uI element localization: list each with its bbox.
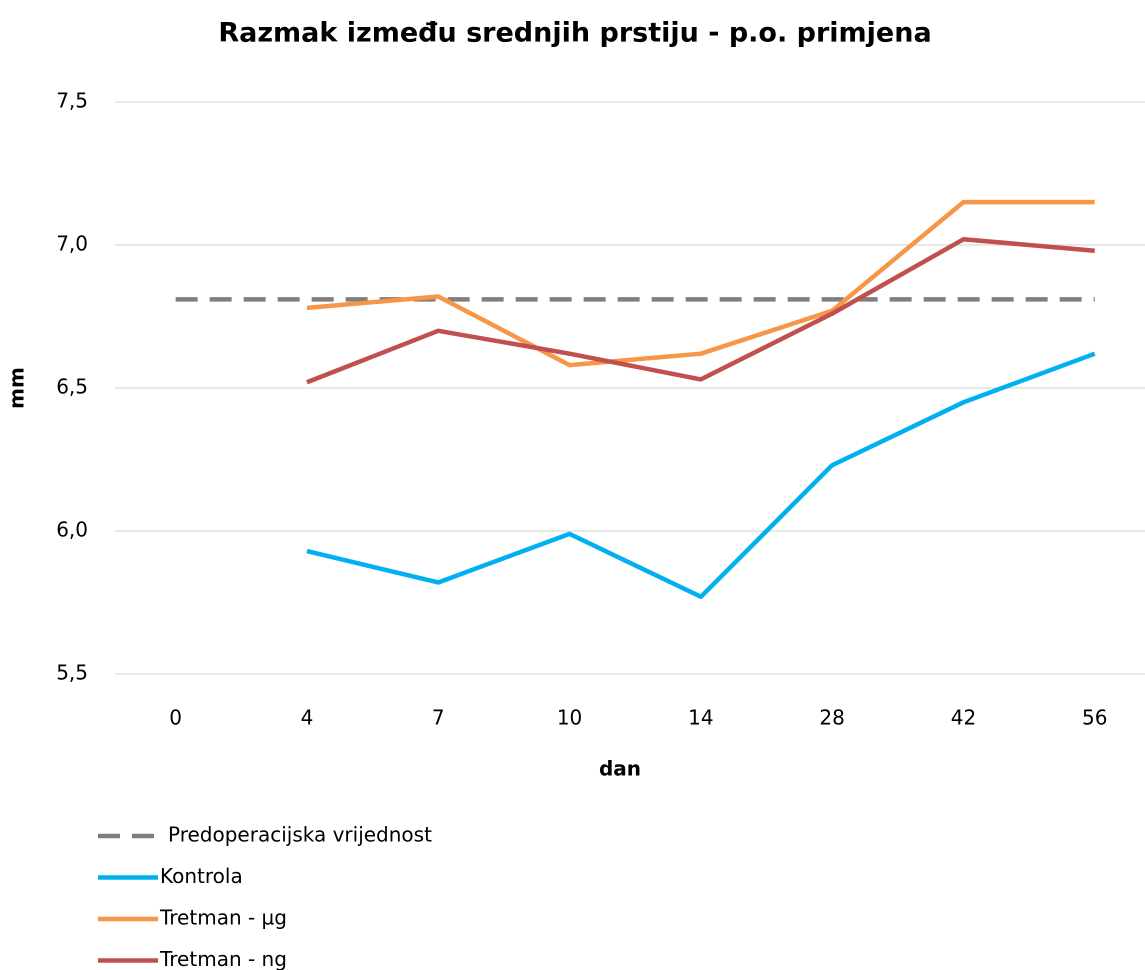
legend-label: Predoperacijska vrijednost	[168, 823, 432, 847]
series-line	[306, 199, 1095, 368]
legend-label: Tretman - ng	[159, 947, 287, 970]
y-axis-label: mm	[5, 367, 29, 409]
x-axis-label: dan	[599, 757, 641, 781]
y-tick-label: 7,5	[56, 89, 88, 113]
x-tick-label: 56	[1082, 706, 1107, 730]
y-tick-label: 6,5	[56, 375, 88, 399]
x-tick-label: 28	[819, 706, 844, 730]
series-line	[306, 351, 1096, 600]
x-tick-label: 0	[169, 706, 182, 730]
x-tick-label: 4	[301, 706, 314, 730]
chart-title: Razmak između srednjih prstiju - p.o. pr…	[218, 18, 931, 49]
x-tick-label: 42	[951, 706, 976, 730]
y-tick-label: 7,0	[56, 232, 88, 256]
y-tick-label: 6,0	[56, 518, 88, 542]
legend-label: Tretman - µg	[159, 906, 287, 930]
x-tick-label: 14	[688, 706, 713, 730]
series-line	[306, 237, 1095, 385]
x-tick-label: 7	[432, 706, 445, 730]
legend-label: Kontrola	[160, 864, 243, 888]
x-tick-label: 10	[557, 706, 582, 730]
y-tick-label: 5,5	[56, 661, 88, 685]
